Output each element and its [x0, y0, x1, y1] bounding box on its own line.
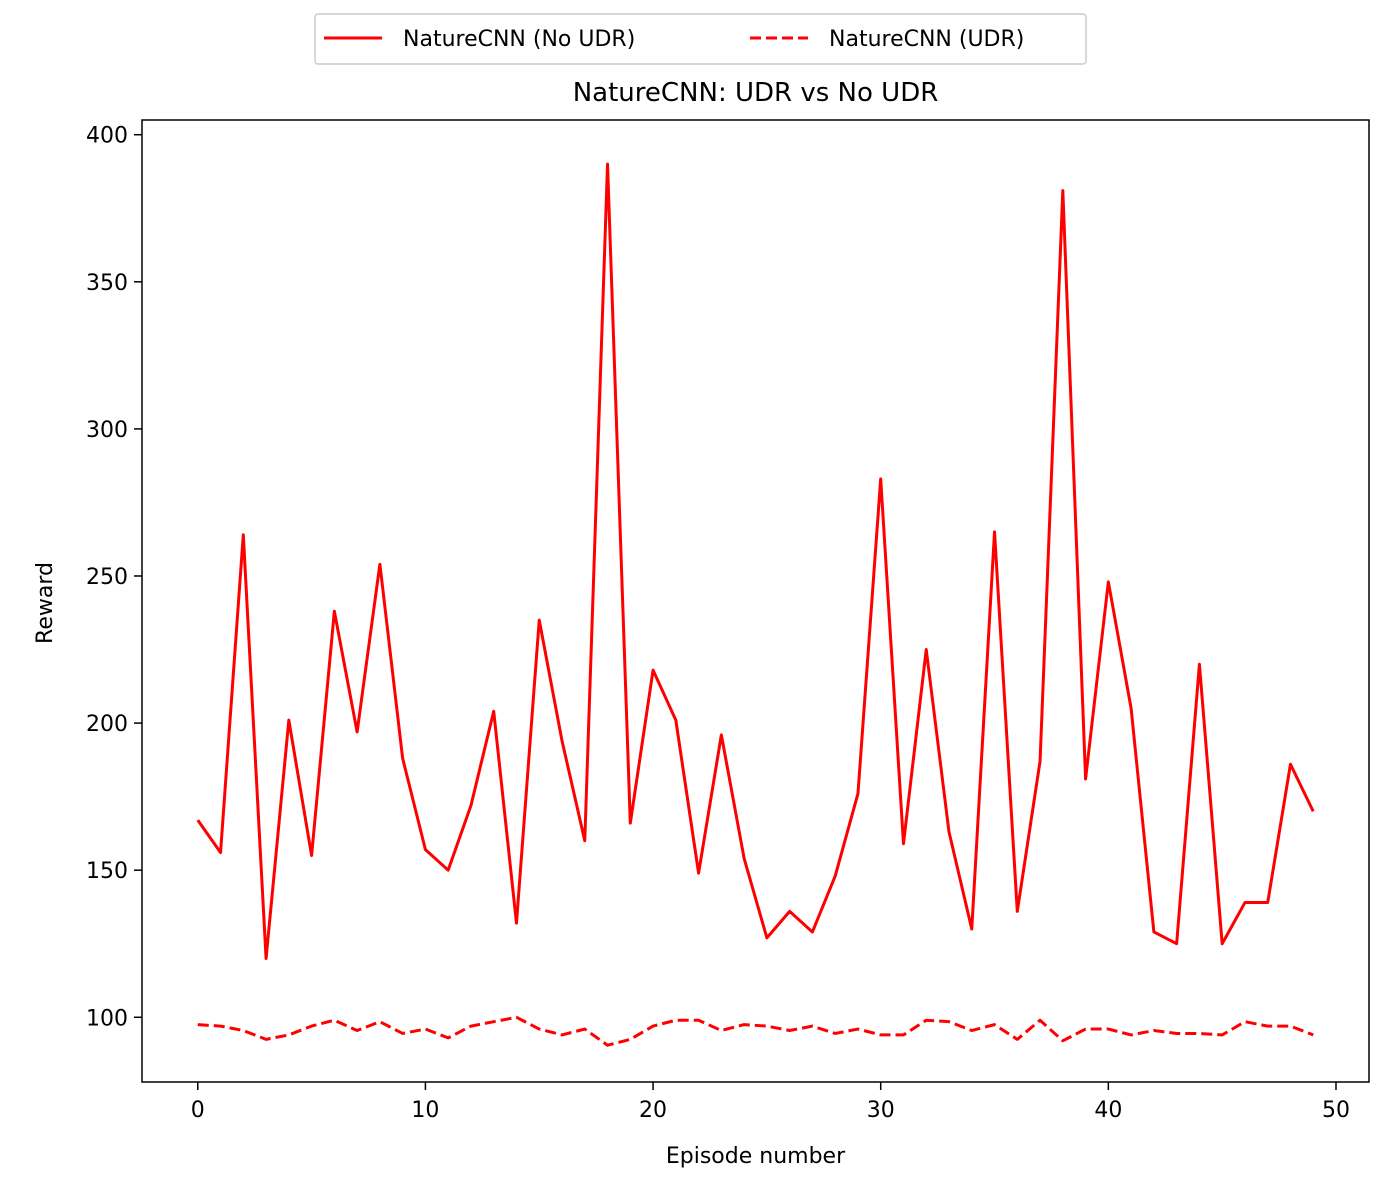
legend-label-udr: NatureCNN (UDR) — [829, 27, 1024, 52]
y-tick-label: 150 — [86, 859, 128, 884]
x-tick-label: 40 — [1094, 1098, 1122, 1123]
chart-title: NatureCNN: UDR vs No UDR — [573, 78, 939, 108]
legend-box — [314, 13, 1087, 65]
x-axis: 0 10 20 30 40 50 — [191, 1082, 1350, 1123]
x-tick-label: 0 — [191, 1098, 205, 1123]
plot-area-frame — [141, 119, 1370, 1083]
x-tick-label: 20 — [639, 1098, 667, 1123]
y-axis-label: Reward — [33, 562, 58, 644]
x-axis-label: Episode number — [666, 1144, 846, 1169]
y-tick-label: 250 — [86, 565, 128, 590]
y-tick-label: 300 — [86, 418, 128, 443]
x-tick-label: 50 — [1322, 1098, 1350, 1123]
y-tick-label: 200 — [86, 712, 128, 737]
series-line-no-udr — [196, 162, 1315, 960]
x-tick-label: 30 — [867, 1098, 895, 1123]
x-tick-label: 10 — [411, 1098, 439, 1123]
y-tick-label: 400 — [86, 124, 128, 149]
y-tick-label: 100 — [86, 1006, 128, 1031]
series-layer — [196, 162, 1315, 1047]
series-line-udr — [197, 1015, 1314, 1047]
y-axis: 100 150 200 250 300 350 400 — [86, 124, 142, 1031]
y-tick-label: 350 — [86, 271, 128, 296]
legend: NatureCNN (No UDR) NatureCNN (UDR) — [314, 13, 1087, 65]
legend-label-no-udr: NatureCNN (No UDR) — [403, 27, 635, 52]
